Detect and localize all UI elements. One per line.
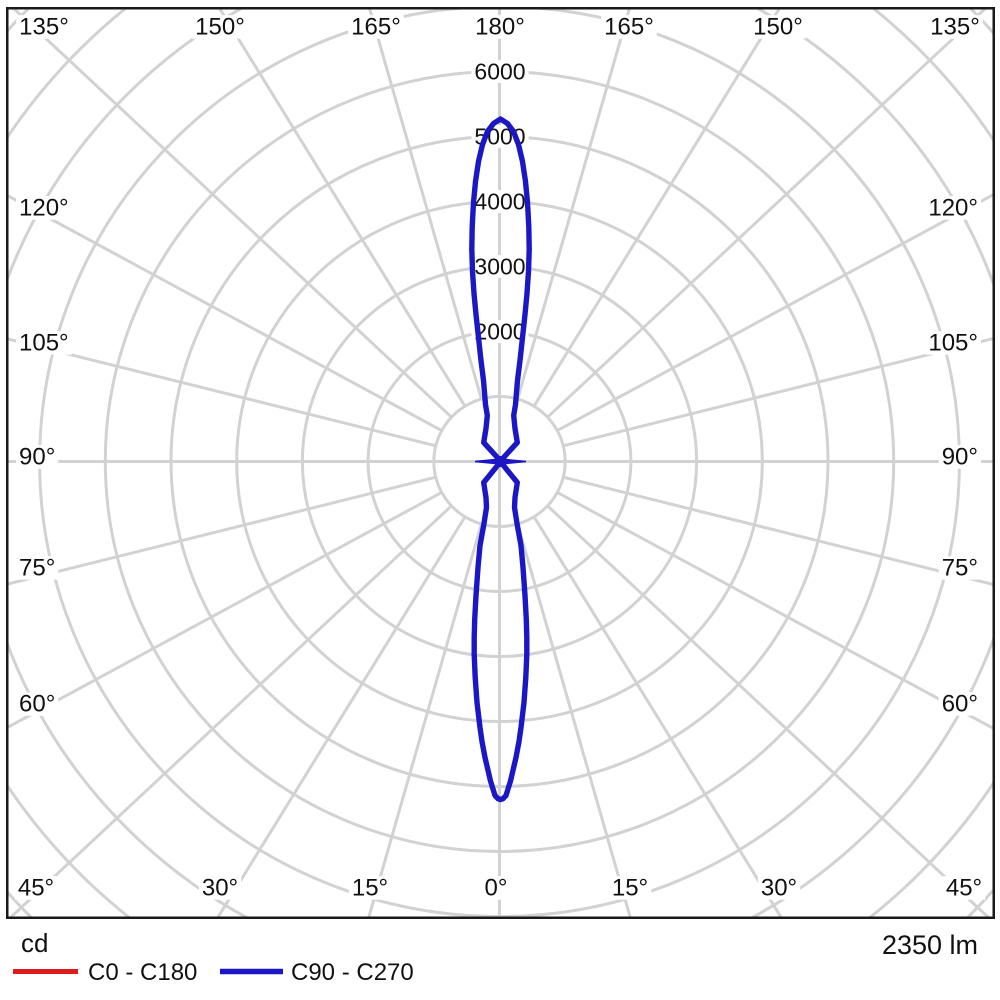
svg-text:15°: 15° — [612, 875, 648, 902]
svg-text:90°: 90° — [19, 444, 55, 471]
svg-text:30°: 30° — [202, 875, 238, 902]
svg-text:2000: 2000 — [474, 319, 525, 345]
svg-text:45°: 45° — [18, 875, 54, 902]
svg-text:0°: 0° — [485, 875, 508, 902]
svg-text:C90 - C270: C90 - C270 — [291, 959, 414, 986]
svg-text:105°: 105° — [928, 330, 978, 357]
svg-text:165°: 165° — [351, 14, 401, 41]
svg-text:180°: 180° — [475, 14, 525, 41]
svg-text:105°: 105° — [19, 330, 69, 357]
svg-text:6000: 6000 — [474, 59, 525, 85]
svg-text:15°: 15° — [352, 875, 388, 902]
svg-text:75°: 75° — [19, 555, 55, 582]
svg-text:150°: 150° — [753, 14, 803, 41]
svg-text:75°: 75° — [942, 555, 978, 582]
svg-text:60°: 60° — [19, 691, 55, 718]
svg-text:150°: 150° — [195, 14, 245, 41]
svg-text:135°: 135° — [930, 14, 980, 41]
svg-text:4000: 4000 — [474, 189, 525, 215]
svg-text:90°: 90° — [942, 444, 978, 471]
svg-text:C0 - C180: C0 - C180 — [88, 959, 197, 986]
svg-text:cd: cd — [21, 928, 48, 958]
svg-text:165°: 165° — [604, 14, 654, 41]
svg-text:30°: 30° — [761, 875, 797, 902]
svg-text:2350 lm: 2350 lm — [882, 930, 978, 960]
svg-text:120°: 120° — [19, 195, 69, 222]
svg-text:45°: 45° — [946, 875, 982, 902]
svg-text:135°: 135° — [19, 14, 69, 41]
svg-text:120°: 120° — [928, 195, 978, 222]
svg-text:60°: 60° — [942, 691, 978, 718]
svg-text:3000: 3000 — [474, 254, 525, 280]
